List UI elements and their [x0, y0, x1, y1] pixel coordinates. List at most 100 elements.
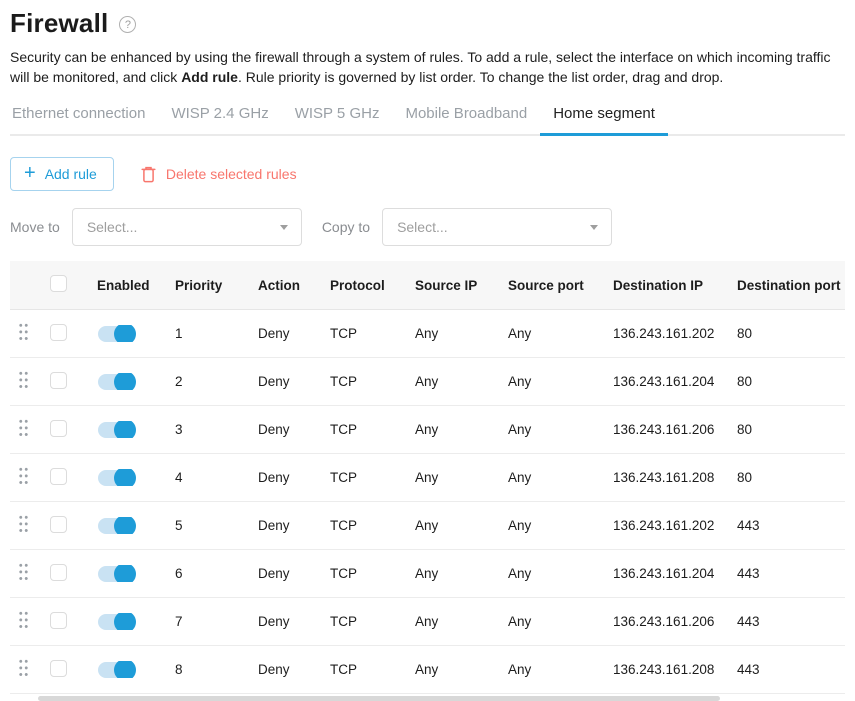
column-header-priority: Priority	[175, 277, 223, 293]
table-row: 3 Deny TCP Any Any 136.243.161.206 80	[10, 406, 845, 454]
add-rule-button[interactable]: + Add rule	[10, 157, 114, 191]
drag-handle-icon[interactable]	[18, 418, 29, 438]
priority-cell: 3	[175, 422, 183, 437]
enabled-toggle[interactable]	[98, 613, 136, 630]
action-cell: Deny	[258, 374, 290, 389]
row-checkbox[interactable]	[50, 419, 67, 437]
action-cell: Deny	[258, 470, 290, 485]
enabled-cell	[80, 661, 158, 678]
delete-selected-rules-button[interactable]: Delete selected rules	[141, 166, 297, 183]
enabled-toggle[interactable]	[98, 325, 136, 342]
column-header-destination-port: Destination port	[737, 277, 841, 293]
source-port-cell: Any	[508, 470, 532, 485]
table-row: 2 Deny TCP Any Any 136.243.161.204 80	[10, 358, 845, 406]
protocol-cell: TCP	[330, 374, 357, 389]
rules-table: Enabled Priority Action Protocol Source …	[10, 261, 845, 694]
destination-ip-cell: 136.243.161.206	[613, 422, 715, 437]
toggle-knob	[114, 325, 136, 342]
checkbox-cell	[38, 611, 80, 632]
drag-cell	[10, 418, 38, 441]
tab-bar: Ethernet connection WISP 2.4 GHz WISP 5 …	[10, 105, 845, 136]
destination-ip-cell: 136.243.161.204	[613, 566, 715, 581]
enabled-toggle[interactable]	[98, 565, 136, 582]
table-row: 6 Deny TCP Any Any 136.243.161.204 443	[10, 550, 845, 598]
destination-port-cell: 443	[737, 662, 760, 677]
source-port-cell: Any	[508, 662, 532, 677]
priority-cell: 8	[175, 662, 183, 677]
move-to-select-placeholder: Select...	[86, 219, 138, 235]
horizontal-scrollbar[interactable]	[10, 696, 845, 701]
tab-ethernet-connection[interactable]: Ethernet connection	[10, 105, 158, 134]
source-ip-cell: Any	[415, 614, 439, 629]
drag-handle-icon[interactable]	[18, 322, 29, 342]
enabled-toggle[interactable]	[98, 373, 136, 390]
destination-port-cell: 80	[737, 470, 753, 485]
enabled-toggle[interactable]	[98, 517, 136, 534]
drag-handle-icon[interactable]	[18, 562, 29, 582]
copy-to-select[interactable]: Select...	[382, 208, 613, 246]
row-checkbox[interactable]	[50, 563, 67, 581]
enabled-toggle[interactable]	[98, 421, 136, 438]
move-to-select[interactable]: Select...	[71, 208, 302, 246]
drag-cell	[10, 370, 38, 393]
row-checkbox[interactable]	[50, 467, 67, 485]
row-checkbox[interactable]	[50, 323, 67, 341]
drag-cell	[10, 322, 38, 345]
source-ip-cell: Any	[415, 422, 439, 437]
scrollbar-thumb[interactable]	[38, 696, 720, 701]
drag-handle-icon[interactable]	[18, 514, 29, 534]
toggle-knob	[114, 613, 136, 630]
tab-label: Home segment	[553, 105, 655, 122]
row-checkbox[interactable]	[50, 371, 67, 389]
checkbox-cell	[38, 467, 80, 488]
action-cell: Deny	[258, 422, 290, 437]
tab-wisp-2-4-ghz[interactable]: WISP 2.4 GHz	[158, 105, 281, 134]
copy-to-select-placeholder: Select...	[397, 219, 448, 235]
destination-ip-cell: 136.243.161.204	[613, 374, 715, 389]
enabled-toggle[interactable]	[98, 661, 136, 678]
drag-cell	[10, 514, 38, 537]
column-header-protocol: Protocol	[330, 277, 385, 293]
protocol-cell: TCP	[330, 422, 357, 437]
title-row: Firewall ?	[10, 8, 845, 38]
destination-port-cell: 80	[737, 326, 753, 341]
table-body: 1 Deny TCP Any Any 136.243.161.202 80 2 …	[10, 310, 845, 694]
checkbox-cell	[38, 515, 80, 536]
help-icon[interactable]: ?	[119, 16, 137, 33]
caret-down-icon	[279, 225, 288, 230]
toggle-knob	[114, 469, 136, 486]
drag-handle-icon[interactable]	[18, 658, 29, 678]
row-checkbox[interactable]	[50, 611, 67, 629]
enabled-cell	[80, 469, 158, 486]
enabled-toggle[interactable]	[98, 469, 136, 486]
drag-handle-icon[interactable]	[18, 466, 29, 486]
destination-port-cell: 443	[737, 566, 760, 581]
destination-ip-cell: 136.243.161.202	[613, 518, 715, 533]
tab-mobile-broadband[interactable]: Mobile Broadband	[392, 105, 540, 134]
protocol-cell: TCP	[330, 566, 357, 581]
move-to-label: Move to	[10, 219, 60, 235]
toggle-knob	[114, 517, 136, 534]
action-cell: Deny	[258, 662, 290, 677]
source-ip-cell: Any	[415, 566, 439, 581]
row-checkbox[interactable]	[50, 659, 67, 677]
tab-home-segment[interactable]: Home segment	[540, 105, 668, 136]
table-row: 8 Deny TCP Any Any 136.243.161.208 443	[10, 646, 845, 694]
copy-to-label: Copy to	[321, 219, 371, 235]
source-ip-cell: Any	[415, 518, 439, 533]
tab-wisp-5-ghz[interactable]: WISP 5 GHz	[282, 105, 393, 134]
drag-cell	[10, 610, 38, 633]
tab-label: WISP 5 GHz	[294, 105, 380, 122]
drag-handle-icon[interactable]	[18, 610, 29, 630]
source-port-cell: Any	[508, 614, 532, 629]
delete-selected-rules-label: Delete selected rules	[165, 166, 297, 182]
drag-handle-icon[interactable]	[18, 370, 29, 390]
tab-label: WISP 2.4 GHz	[171, 105, 269, 122]
toggle-knob	[114, 421, 136, 438]
drag-cell	[10, 466, 38, 489]
select-all-checkbox[interactable]	[50, 275, 67, 292]
tab-label: Ethernet connection	[12, 105, 146, 122]
checkbox-cell	[38, 371, 80, 392]
destination-port-cell: 80	[737, 374, 753, 389]
row-checkbox[interactable]	[50, 515, 67, 533]
